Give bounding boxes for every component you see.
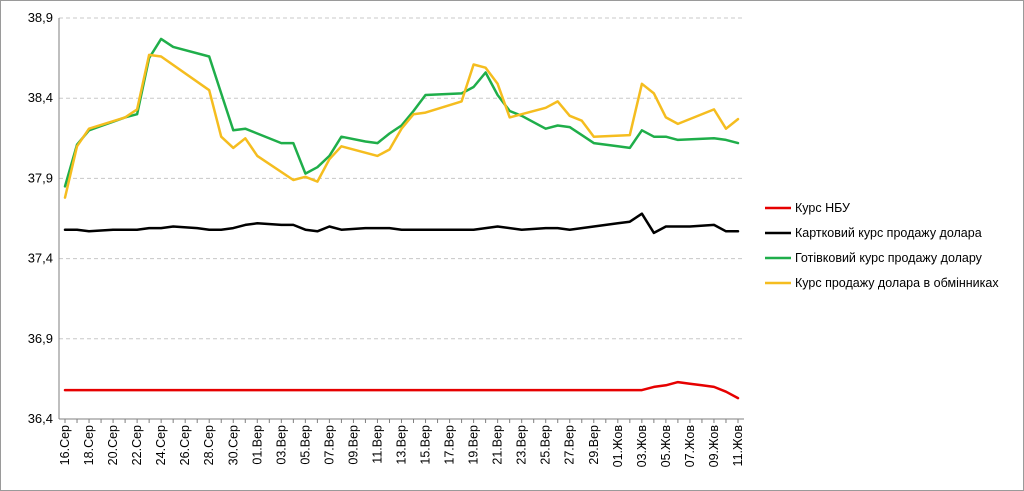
x-tick-label: 16.Сер bbox=[58, 425, 72, 465]
x-tick-label: 30.Сер bbox=[226, 425, 240, 465]
legend-label-1: Курс НБУ bbox=[795, 201, 850, 215]
series-line-2 bbox=[63, 212, 740, 235]
x-tick-label: 09.Вер bbox=[346, 425, 360, 465]
axes bbox=[58, 18, 744, 423]
x-tick-labels: 16.Сер 18.Сер 20.Сер 22.Сер 24.Сер 26.Сер 28.С… bbox=[58, 425, 745, 468]
x-tick-label: 13.Вер bbox=[395, 425, 409, 465]
x-tick-label: 17.Вер bbox=[443, 425, 457, 465]
x-tick-label: 15.Вер bbox=[419, 425, 433, 465]
x-tick-label: 28.Сер bbox=[202, 425, 216, 465]
x-tick-label: 01.Жов bbox=[611, 425, 625, 468]
legend-label-3: Готівковий курс продажу долару bbox=[795, 251, 983, 265]
series-line-4 bbox=[63, 53, 740, 199]
y-tick-label: 38,4 bbox=[28, 90, 53, 105]
x-tick-label: 05.Жов bbox=[659, 425, 673, 468]
y-tick-labels: 36,4 36,9 37,4 37,9 38,4 38,9 bbox=[28, 10, 53, 426]
series-line-3 bbox=[63, 37, 740, 188]
x-tick-label: 29.Вер bbox=[587, 425, 601, 465]
x-tick-label: 03.Жов bbox=[635, 425, 649, 468]
series-line-1 bbox=[63, 380, 740, 400]
gridlines bbox=[59, 17, 744, 340]
legend-label-2: Картковий курс продажу долара bbox=[795, 226, 982, 240]
x-tick-label: 23.Вер bbox=[515, 425, 529, 465]
x-tick-label: 25.Вер bbox=[539, 425, 553, 465]
y-tick-label: 36,9 bbox=[28, 331, 53, 346]
x-tick-label: 24.Сер bbox=[154, 425, 168, 465]
y-tick-label: 37,9 bbox=[28, 170, 53, 185]
x-tick-label: 07.Вер bbox=[322, 425, 336, 465]
x-tick-label: 09.Жов bbox=[707, 425, 721, 468]
x-tick-label: 07.Жов bbox=[683, 425, 697, 468]
y-tick-label: 37,4 bbox=[28, 251, 53, 266]
x-tick-label: 01.Вер bbox=[250, 425, 264, 465]
x-tick-label: 03.Вер bbox=[274, 425, 288, 465]
x-tick-label: 20.Сер bbox=[106, 425, 120, 465]
x-tick-label: 27.Вер bbox=[563, 425, 577, 465]
legend: Курс НБУ Картковий курс продажу долара Гот… bbox=[765, 201, 999, 290]
x-tick-label: 21.Вер bbox=[491, 425, 505, 465]
y-tick-label: 38,9 bbox=[28, 10, 53, 25]
x-tick-label: 18.Сер bbox=[82, 425, 96, 465]
x-tick-label: 19.Вер bbox=[467, 425, 481, 465]
x-tick-label: 22.Сер bbox=[130, 425, 144, 465]
series-lines bbox=[63, 37, 740, 400]
y-tick-label: 36,4 bbox=[28, 411, 53, 426]
x-tick-label: 11.Вер bbox=[370, 425, 384, 464]
x-tick-label: 05.Вер bbox=[298, 425, 312, 465]
x-tick-label: 26.Сер bbox=[178, 425, 192, 465]
x-tick-label: 11.Жов bbox=[731, 425, 745, 467]
legend-label-4: Курс продажу долара в обмінниках bbox=[795, 276, 999, 290]
